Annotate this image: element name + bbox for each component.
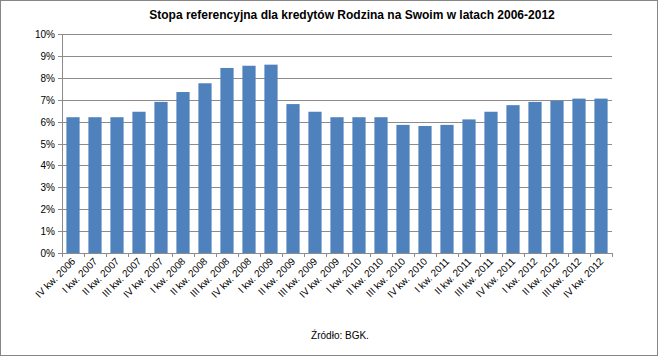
y-tick	[58, 231, 62, 232]
y-tick	[58, 165, 62, 166]
bar	[220, 68, 233, 253]
x-tick	[128, 253, 129, 257]
y-tick	[58, 144, 62, 145]
bar	[198, 83, 211, 253]
x-tick	[216, 253, 217, 257]
bar	[176, 92, 189, 253]
x-tick	[568, 253, 569, 257]
grid-line	[62, 100, 612, 101]
x-tick	[326, 253, 327, 257]
x-axis	[62, 253, 612, 254]
bar	[242, 66, 255, 253]
bar	[154, 102, 167, 253]
y-tick-label: 10%	[35, 29, 55, 40]
x-tick	[370, 253, 371, 257]
x-tick	[524, 253, 525, 257]
x-tick	[194, 253, 195, 257]
bar	[440, 125, 453, 253]
y-tick-label: 6%	[41, 117, 56, 128]
x-tick	[546, 253, 547, 257]
title: Stopa referencyjna dla kredytów Rodzina …	[149, 8, 555, 22]
bar	[308, 112, 321, 253]
x-tick	[106, 253, 107, 257]
chart-border	[1, 1, 658, 356]
y-tick	[58, 209, 62, 210]
x-tick	[172, 253, 173, 257]
x-tick	[238, 253, 239, 257]
y-tick	[58, 187, 62, 188]
bar	[594, 99, 607, 253]
x-tick	[480, 253, 481, 257]
bar	[462, 119, 475, 253]
y-tick-label: 2%	[41, 204, 56, 215]
bar	[264, 65, 277, 253]
y-tick	[58, 78, 62, 79]
bar	[352, 117, 365, 253]
bar	[132, 112, 145, 253]
grid-line	[62, 253, 612, 254]
y-tick-label: 9%	[41, 51, 56, 62]
bar	[66, 117, 79, 253]
bar	[418, 126, 431, 253]
x-tick	[62, 253, 63, 257]
bar	[374, 117, 387, 253]
x-tick	[392, 253, 393, 257]
chart: Stopa referencyjna dla kredytów Rodzina …	[0, 0, 658, 356]
bar	[550, 101, 563, 253]
x-tick	[458, 253, 459, 257]
y-tick-label: 5%	[41, 139, 56, 150]
x-tick	[414, 253, 415, 257]
y-tick	[58, 34, 62, 35]
x-tick	[348, 253, 349, 257]
y-tick-label: 8%	[41, 73, 56, 84]
x-tick	[260, 253, 261, 257]
y-tick-label: 3%	[41, 182, 56, 193]
bar	[330, 117, 343, 253]
x-tick	[612, 253, 613, 257]
grid	[58, 35, 612, 254]
bar	[286, 104, 299, 253]
y-tick-label: 0%	[41, 248, 56, 259]
y-tick	[58, 56, 62, 57]
x-tick	[84, 253, 85, 257]
x-tick	[150, 253, 151, 257]
x-tick	[590, 253, 591, 257]
bars	[66, 65, 607, 253]
x-tick	[502, 253, 503, 257]
grid-line	[62, 56, 612, 57]
bar	[88, 117, 101, 253]
y-tick-label: 1%	[41, 226, 56, 237]
bar	[572, 99, 585, 253]
x-tick-label: IV kw. 2012	[561, 255, 606, 300]
x-tick	[436, 253, 437, 257]
bar	[528, 102, 541, 253]
bar	[110, 117, 123, 253]
y-axis	[62, 34, 63, 253]
grid-line	[62, 34, 612, 35]
y-tick	[58, 100, 62, 101]
y-tick-label: 7%	[41, 95, 56, 106]
source: Źródło: BGK.	[311, 329, 369, 341]
y-tick	[58, 253, 62, 254]
y-tick-label: 4%	[41, 160, 56, 171]
bar	[484, 112, 497, 253]
grid-line	[62, 78, 612, 79]
x-tick	[282, 253, 283, 257]
bar	[506, 105, 519, 253]
y-tick	[58, 122, 62, 123]
bar	[396, 125, 409, 253]
x-tick	[304, 253, 305, 257]
